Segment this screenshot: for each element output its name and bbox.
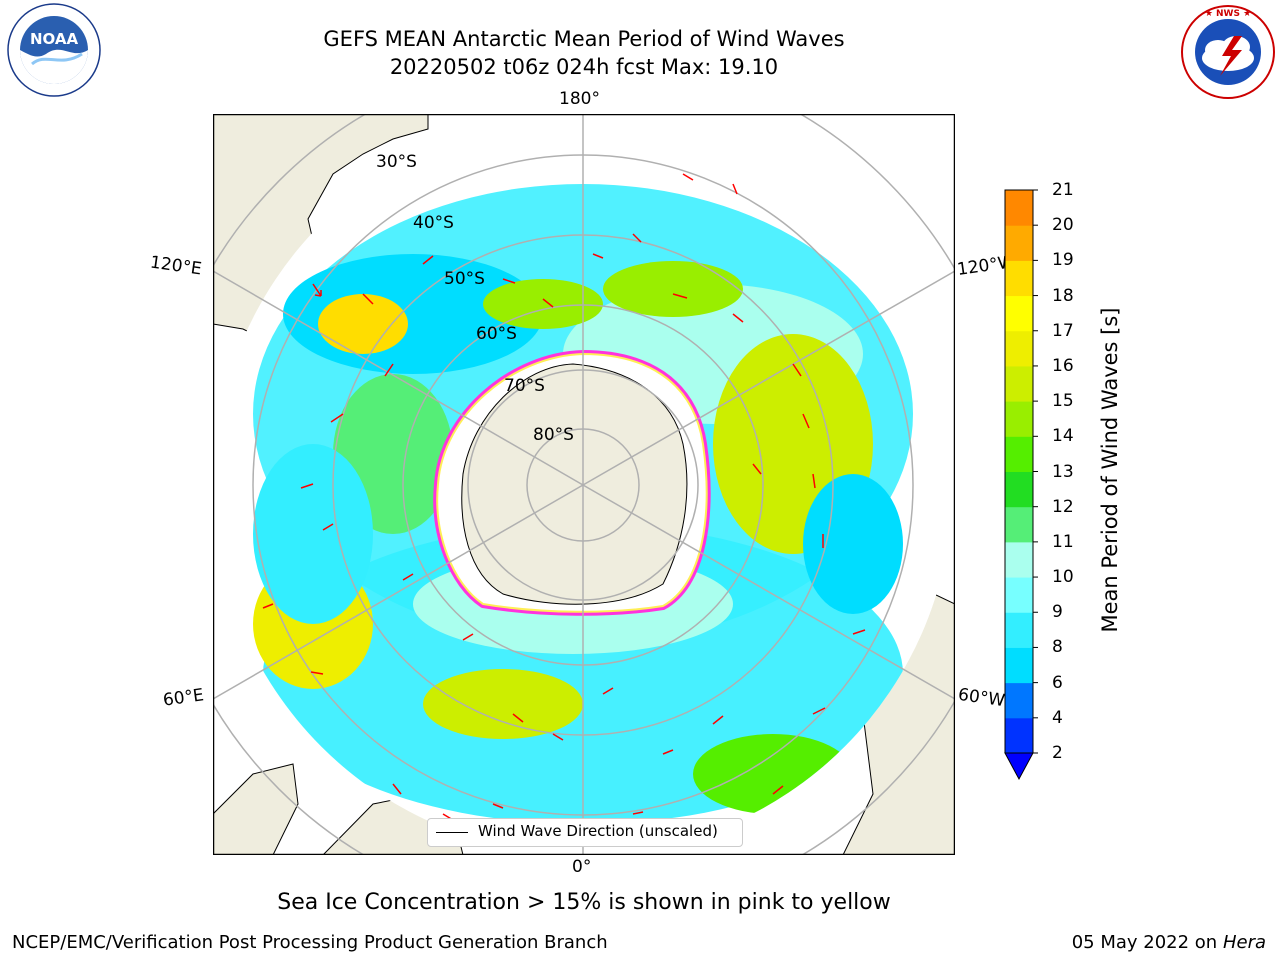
colorbar-tick-label: 8	[1052, 637, 1063, 658]
nws-logo: ★ NWS ★	[1176, 2, 1280, 102]
colorbar-segment	[1005, 577, 1033, 613]
colorbar-tick-label: 13	[1052, 461, 1074, 482]
colorbar-tick-label: 15	[1052, 391, 1074, 412]
footer-date: 05 May 2022 on Hera	[1072, 932, 1266, 953]
colorbar-tick-label: 6	[1052, 672, 1063, 693]
colorbar-extend-triangle	[1004, 752, 1034, 781]
colorbar-tick-label: 18	[1052, 285, 1074, 306]
lat-label-30s: 30°S	[376, 152, 417, 172]
colorbar-tick-label: 12	[1052, 496, 1074, 517]
lon-label-0: 0°	[572, 857, 592, 877]
chart-title: GEFS MEAN Antarctic Mean Period of Wind …	[323, 27, 845, 51]
colorbar-tick-label: 16	[1052, 355, 1074, 376]
colorbar-tick-label: 19	[1052, 250, 1074, 271]
colorbar-segment	[1005, 647, 1033, 684]
lon-label-120e: 120°E	[148, 252, 203, 280]
lat-label-80s: 80°S	[533, 425, 574, 445]
colorbar-tick-label: 21	[1052, 180, 1074, 200]
colorbar-segment	[1005, 612, 1033, 648]
colorbar-tick-label: 14	[1052, 426, 1074, 447]
lat-label-50s: 50°S	[444, 269, 485, 289]
chart-subtitle: 20220502 t06z 024h fcst Max: 19.10	[389, 55, 779, 79]
colorbar-segment	[1005, 682, 1033, 719]
colorbar-svg	[1004, 189, 1038, 781]
lon-label-60w: 60°W	[956, 684, 1007, 712]
lat-label-70s: 70°S	[504, 376, 545, 396]
colorbar	[1000, 187, 1050, 787]
australia-land	[213, 114, 429, 345]
colorbar-label: Mean Period of Wind Waves [s]	[1098, 307, 1122, 633]
colorbar-segment	[1005, 541, 1033, 578]
legend-label: Wind Wave Direction (unscaled)	[478, 822, 718, 840]
colorbar-segment	[1005, 717, 1033, 754]
colorbar-tick-label: 20	[1052, 215, 1074, 236]
colorbar-segment	[1005, 190, 1033, 226]
colorbar-segment	[1005, 225, 1033, 261]
colorbar-tick-label: 11	[1052, 531, 1074, 552]
colorbar-tick-label: 9	[1052, 602, 1063, 623]
colorbar-segment	[1005, 295, 1033, 332]
lat-label-40s: 40°S	[413, 213, 454, 233]
lon-label-60e: 60°E	[161, 685, 206, 711]
colorbar-segment	[1005, 330, 1033, 367]
colorbar-tick-label: 4	[1052, 707, 1063, 728]
sea-ice-caption: Sea Ice Concentration > 15% is shown in …	[277, 890, 891, 915]
colorbar-ticks: 2 4 6 8 9 10 11 12 13 14 15 16 17 18 19 20 21	[1052, 180, 1092, 770]
colorbar-segment	[1005, 471, 1033, 508]
colorbar-segment	[1005, 506, 1033, 543]
lon-label-180: 180°	[559, 89, 600, 109]
noaa-logo-text: NOAA	[30, 30, 79, 48]
svg-text:★ NWS ★: ★ NWS ★	[1205, 9, 1251, 19]
colorbar-segment	[1005, 401, 1033, 437]
lat-label-60s: 60°S	[476, 324, 517, 344]
legend-line-icon	[436, 832, 468, 833]
footer-host: Hera	[1222, 932, 1266, 953]
polar-map-svg	[212, 113, 956, 856]
polar-map	[212, 113, 956, 856]
colorbar-tick-label: 10	[1052, 567, 1074, 588]
footer-date-text: 05 May 2022 on	[1071, 932, 1218, 953]
footer-branch: NCEP/EMC/Verification Post Processing Pr…	[12, 932, 608, 953]
wind-wave-arrows	[262, 173, 866, 827]
colorbar-tick-label: 17	[1052, 320, 1074, 341]
colorbar-segment	[1005, 260, 1033, 297]
noaa-logo: NOAA	[2, 2, 106, 102]
colorbar-segment	[1005, 365, 1033, 402]
colorbar-segment	[1005, 436, 1033, 472]
map-legend: Wind Wave Direction (unscaled)	[427, 818, 743, 847]
colorbar-tick-label: 2	[1052, 743, 1063, 763]
